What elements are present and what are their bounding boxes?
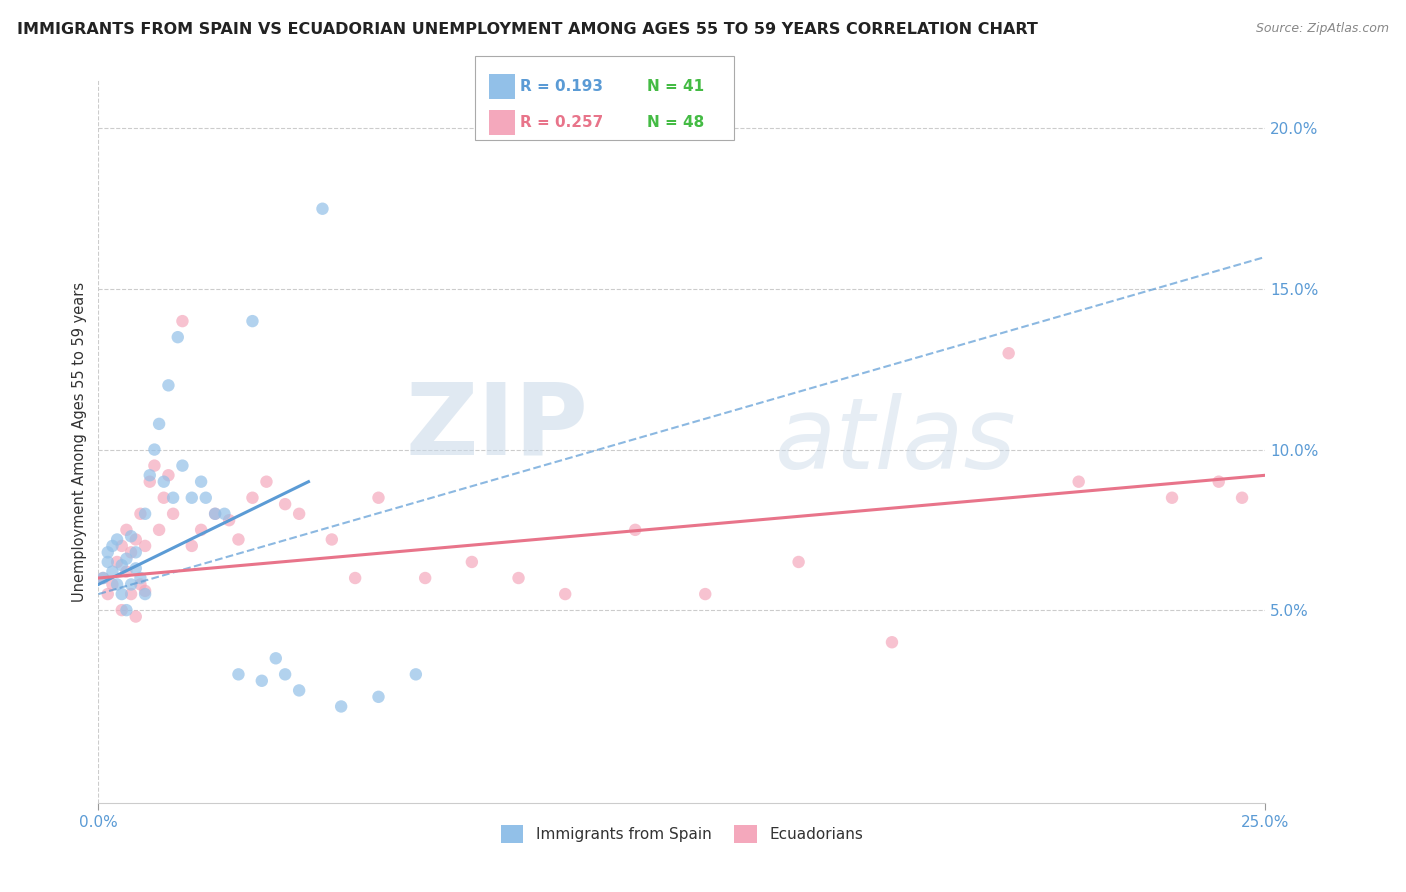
Point (152, 491, 174, 505)
Point (134, 507, 156, 521)
Point (321, 533, 343, 547)
Point (157, 378, 180, 392)
Point (101, 577, 124, 591)
Y-axis label: Unemployment Among Ages 55 to 59 years: Unemployment Among Ages 55 to 59 years (72, 282, 87, 601)
Point (125, 609, 148, 624)
Point (111, 539, 134, 553)
Point (125, 545, 148, 559)
Point (218, 513, 240, 527)
Point (190, 475, 212, 489)
Point (214, 507, 236, 521)
Point (264, 651, 287, 665)
Point (695, 587, 717, 601)
Text: R = 0.193: R = 0.193 (520, 79, 603, 95)
Point (787, 555, 810, 569)
Point (134, 583, 156, 598)
Point (180, 491, 202, 505)
Text: R = 0.257: R = 0.257 (520, 114, 603, 129)
Point (172, 314, 194, 328)
Point (1230, 491, 1253, 505)
Point (461, 555, 484, 569)
Legend: Immigrants from Spain, Ecuadorians: Immigrants from Spain, Ecuadorians (495, 819, 869, 849)
Point (111, 587, 134, 601)
Point (129, 571, 152, 585)
Point (204, 507, 226, 521)
Point (180, 539, 202, 553)
Point (139, 468, 162, 483)
Point (172, 458, 194, 473)
Point (115, 523, 138, 537)
Point (134, 587, 156, 601)
Point (256, 475, 278, 489)
Point (105, 577, 128, 591)
Text: Source: ZipAtlas.com: Source: ZipAtlas.com (1256, 22, 1389, 36)
Point (120, 587, 142, 601)
Point (97, 555, 120, 569)
Point (1067, 475, 1090, 489)
Point (413, 571, 436, 585)
Point (194, 491, 217, 505)
Point (204, 507, 226, 521)
Point (624, 523, 647, 537)
Point (228, 667, 250, 681)
Point (91, 571, 114, 585)
Point (330, 699, 353, 714)
Point (105, 555, 128, 569)
Point (125, 533, 148, 547)
Point (139, 475, 162, 489)
Point (274, 667, 297, 681)
Point (1161, 491, 1184, 505)
Point (120, 545, 142, 559)
Point (111, 603, 134, 617)
Point (190, 523, 212, 537)
Point (344, 571, 367, 585)
Text: ZIP: ZIP (406, 378, 589, 475)
Point (152, 475, 174, 489)
Point (91, 571, 114, 585)
Point (115, 603, 138, 617)
Point (242, 314, 264, 328)
Point (997, 346, 1019, 360)
Text: IMMIGRANTS FROM SPAIN VS ECUADORIAN UNEMPLOYMENT AMONG AGES 55 TO 59 YEARS CORRE: IMMIGRANTS FROM SPAIN VS ECUADORIAN UNEM… (17, 22, 1038, 37)
Point (115, 565, 138, 579)
Point (111, 558, 134, 573)
Point (134, 539, 156, 553)
Point (228, 533, 250, 547)
Point (97, 587, 120, 601)
Text: N = 48: N = 48 (647, 114, 704, 129)
Point (125, 561, 148, 575)
Point (143, 442, 166, 457)
Text: atlas: atlas (775, 393, 1017, 490)
Point (367, 491, 389, 505)
Point (129, 507, 152, 521)
Point (105, 533, 128, 547)
Point (250, 673, 273, 688)
Point (162, 507, 184, 521)
Point (274, 497, 297, 511)
Point (97, 545, 120, 559)
Point (508, 571, 530, 585)
Point (120, 577, 142, 591)
Point (101, 539, 124, 553)
Point (405, 667, 427, 681)
Point (120, 529, 142, 543)
Point (162, 491, 184, 505)
Point (115, 551, 138, 566)
Point (311, 202, 333, 216)
Point (157, 468, 180, 483)
Point (288, 683, 311, 698)
Point (129, 577, 152, 591)
Point (166, 330, 188, 344)
Point (148, 523, 170, 537)
Point (101, 565, 124, 579)
Point (554, 587, 576, 601)
Point (242, 491, 264, 505)
Point (143, 458, 166, 473)
Point (148, 417, 170, 431)
Text: N = 41: N = 41 (647, 79, 704, 95)
Point (367, 690, 389, 704)
Point (288, 507, 311, 521)
Point (880, 635, 903, 649)
Point (1208, 475, 1230, 489)
